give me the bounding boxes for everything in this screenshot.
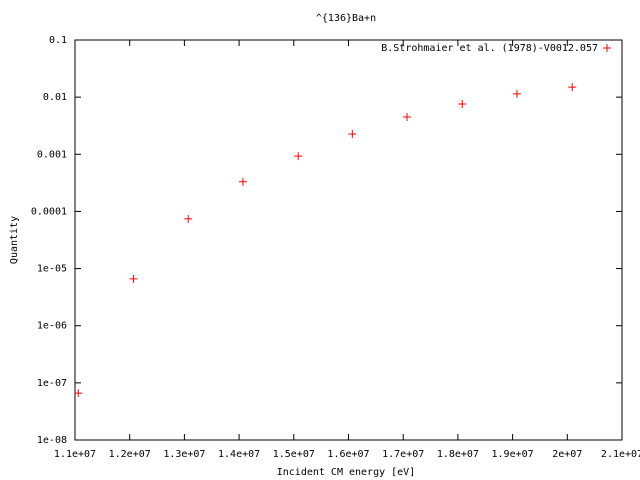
y-axis-label: Quantity xyxy=(9,216,20,264)
legend-label: B.Strohmaier et al. (1978)-V0012.057 xyxy=(381,43,598,54)
x-tick-label: 1.1e+07 xyxy=(54,449,96,460)
data-point xyxy=(238,177,247,186)
x-tick-label: 1.5e+07 xyxy=(273,449,315,460)
data-point xyxy=(129,274,138,283)
chart-title: ^{136}Ba+n xyxy=(316,13,376,24)
y-tick-label: 0.001 xyxy=(37,149,67,160)
x-tick-label: 1.8e+07 xyxy=(437,449,479,460)
x-tick-label: 1.3e+07 xyxy=(163,449,205,460)
data-point xyxy=(74,389,83,398)
y-tick-label: 1e-05 xyxy=(37,264,67,275)
plot-frame xyxy=(74,39,623,441)
x-tick-label: 1.4e+07 xyxy=(218,449,260,460)
y-tick-label: 0.01 xyxy=(43,92,67,103)
x-tick-label: 2e+07 xyxy=(552,449,582,460)
x-tick-label: 1.9e+07 xyxy=(492,449,534,460)
y-tick-label: 1e-08 xyxy=(37,435,67,446)
y-tick-label: 1e-07 xyxy=(37,378,67,389)
x-tick-label: 1.6e+07 xyxy=(327,449,369,460)
data-point xyxy=(294,152,303,161)
data-point xyxy=(568,83,577,92)
y-tick-label: 0.1 xyxy=(49,35,67,46)
x-tick-label: 1.2e+07 xyxy=(109,449,151,460)
y-tick-label: 1e-06 xyxy=(37,321,67,332)
data-point xyxy=(184,214,193,223)
x-axis-label: Incident CM energy [eV] xyxy=(277,467,415,478)
data-point xyxy=(458,99,467,108)
legend-marker xyxy=(603,44,611,52)
data-point xyxy=(348,130,357,139)
data-point xyxy=(512,89,521,98)
x-tick-label: 2.1e+07 xyxy=(601,449,640,460)
data-point xyxy=(403,112,412,121)
y-tick-label: 0.0001 xyxy=(31,206,67,217)
x-tick-label: 1.7e+07 xyxy=(382,449,424,460)
